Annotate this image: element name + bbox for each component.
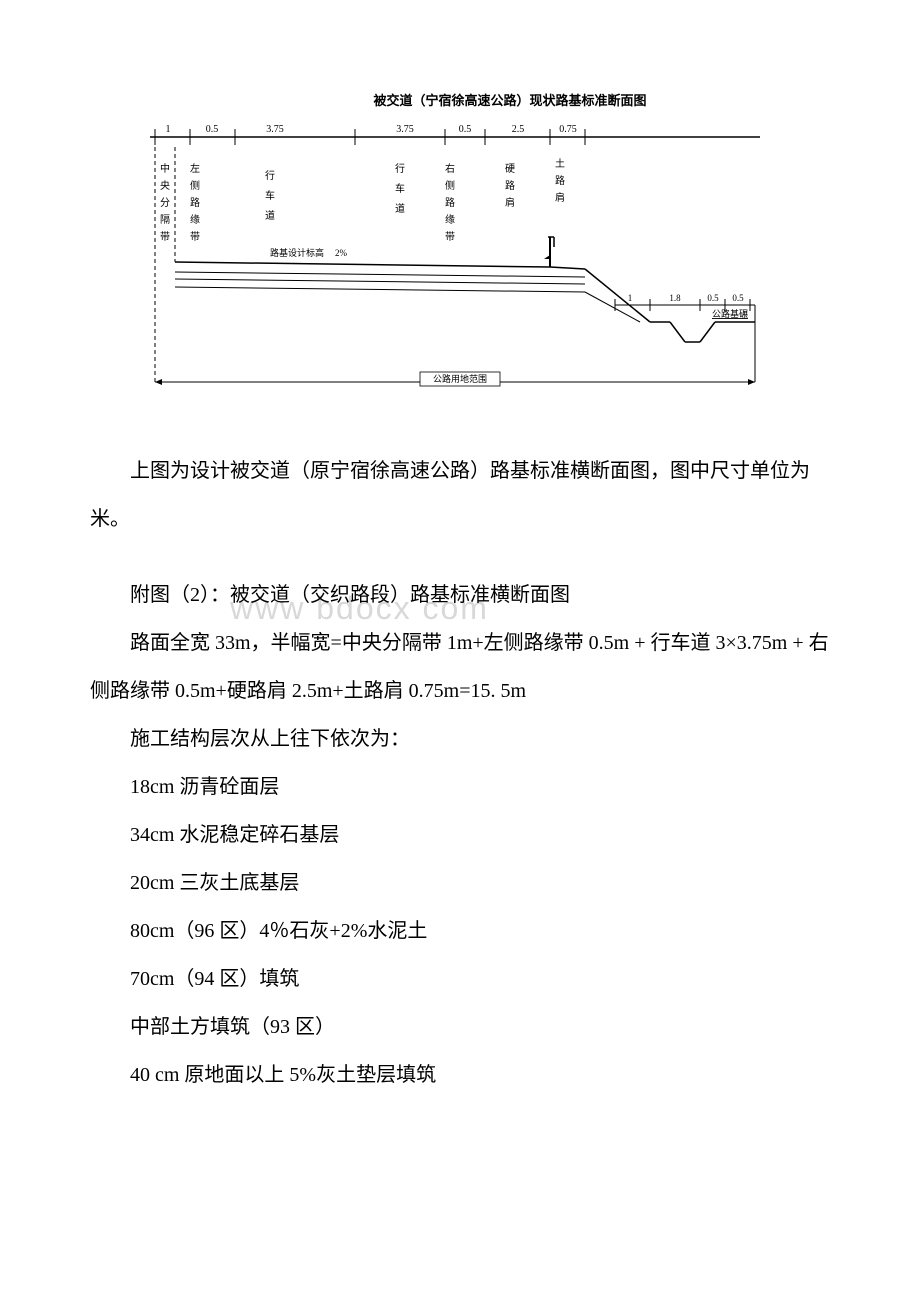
svg-text:左: 左: [190, 162, 200, 175]
svg-text:缘: 缘: [445, 213, 455, 226]
layers-intro: 施工结构层次从上往下依次为：: [90, 715, 830, 763]
layer-item: 40 cm 原地面以上 5%灰土垫层填筑: [90, 1051, 830, 1099]
dim-2.5: 2.5: [512, 124, 525, 135]
svg-text:带: 带: [445, 231, 455, 243]
layer-item: 20cm 三灰土底基层: [90, 859, 830, 907]
svg-text:车: 车: [395, 182, 405, 195]
land-use-label: 公路用地范围: [433, 373, 487, 384]
svg-text:肩: 肩: [555, 191, 565, 204]
layer-item: 34cm 水泥稳定碎石基层: [90, 811, 830, 859]
diagram-svg: 1 0.5 3.75 3.75 0.5 2.5 0.75 中 央 分 隔 带 左…: [140, 117, 780, 397]
dim-3.75a: 3.75: [266, 124, 284, 135]
svg-text:央: 央: [160, 179, 170, 192]
svg-text:1: 1: [628, 293, 633, 303]
svg-text:隔: 隔: [160, 214, 170, 226]
svg-text:路: 路: [505, 179, 515, 192]
svg-text:肩: 肩: [505, 196, 515, 209]
svg-text:中: 中: [160, 162, 170, 175]
svg-text:侧: 侧: [445, 179, 455, 192]
slope-label: 2%: [335, 248, 348, 258]
svg-text:路: 路: [445, 196, 455, 209]
svg-text:行: 行: [265, 169, 275, 182]
design-elevation-label: 路基设计标高: [270, 247, 324, 258]
svg-text:0.5: 0.5: [707, 293, 719, 303]
svg-text:1.8: 1.8: [669, 293, 681, 303]
width-description: 路面全宽 33m，半幅宽=中央分隔带 1m+左侧路缘带 0.5m + 行车道 3…: [90, 619, 830, 715]
svg-text:带: 带: [190, 231, 200, 243]
dim-0.5: 0.5: [206, 124, 219, 135]
svg-text:土: 土: [555, 157, 565, 170]
svg-text:分: 分: [160, 197, 170, 209]
svg-text:缘: 缘: [190, 213, 200, 226]
dim-0.75: 0.75: [559, 124, 577, 135]
layer-item: 70cm（94 区）填筑: [90, 955, 830, 1003]
svg-text:侧: 侧: [190, 179, 200, 192]
svg-text:路: 路: [555, 174, 565, 187]
svg-text:路: 路: [190, 196, 200, 209]
svg-text:右: 右: [445, 162, 455, 175]
layer-item: 18cm 沥青砼面层: [90, 763, 830, 811]
dim-1: 1: [166, 124, 171, 135]
dim-3.75b: 3.75: [396, 124, 414, 135]
svg-text:道: 道: [395, 202, 405, 215]
diagram-title: 被交道（宁宿徐高速公路）现状路基标准断面图: [190, 90, 830, 109]
layer-item: 80cm（96 区）4％石灰+2%水泥土: [90, 907, 830, 955]
svg-text:行: 行: [395, 162, 405, 175]
document-body: 上图为设计被交道（原宁宿徐高速公路）路基标准横断面图，图中尺寸单位为米。 附图（…: [90, 447, 830, 1099]
svg-text:硬: 硬: [505, 163, 515, 175]
caption: 上图为设计被交道（原宁宿徐高速公路）路基标准横断面图，图中尺寸单位为米。: [90, 447, 830, 543]
section-title: 附图（2）：被交道（交织路段）路基标准横断面图: [90, 571, 830, 619]
layer-item: 中部土方填筑（93 区）: [90, 1003, 830, 1051]
dim-0.5b: 0.5: [459, 124, 472, 135]
svg-text:带: 带: [160, 231, 170, 243]
ground-label: 公路基碾: [712, 308, 748, 319]
svg-text:0.5: 0.5: [732, 293, 744, 303]
svg-text:道: 道: [265, 209, 275, 222]
svg-text:车: 车: [265, 189, 275, 202]
cross-section-diagram: 被交道（宁宿徐高速公路）现状路基标准断面图 1 0.5 3.75 3.75 0.…: [90, 90, 830, 397]
